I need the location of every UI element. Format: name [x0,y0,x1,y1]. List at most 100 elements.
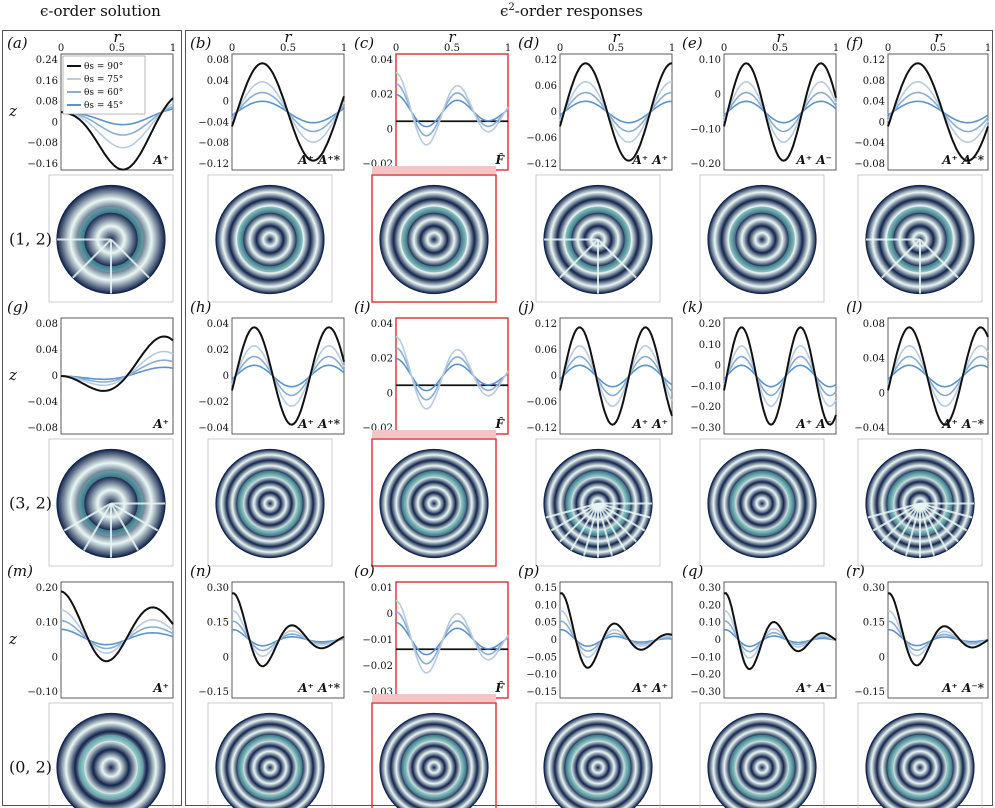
nodal-line [919,503,948,551]
panel-letter: (a) [7,34,28,52]
disk-frame [699,438,825,567]
y-tick-label: 0 [387,609,393,620]
series-line [723,628,837,648]
x-tick-label: 0 [58,43,64,54]
y-tick-label: −0.08 [27,423,58,434]
y-tick-label: 0.12 [863,55,885,66]
panel-annotation: A⁺ A⁻* [941,417,984,431]
panel-letter: (j) [518,298,535,316]
mode-label: (0, 2) [9,758,52,777]
series-line [887,344,989,408]
highlight-strip [372,430,496,438]
panel-annotation: A⁺ [152,153,169,167]
panel-letter: (l) [846,298,863,316]
header-epsilon-order: ϵ-order solution [40,2,161,20]
mode-disk [56,712,166,808]
series-line [559,364,673,388]
x-tick-label: 0 [885,43,891,54]
x-tick-label: 0 [721,43,727,54]
series-line [61,359,174,383]
y-tick-label: −0.06 [526,133,557,144]
panel-letter: (k) [682,298,703,316]
series-line [60,628,174,646]
series-line [887,326,989,426]
axes-box [231,317,345,435]
panel-f: (f) 0 0.5 1 r 0.12 0.08 0.04 0 −0.04 −0.08 A⁺ A⁻* [846,28,991,303]
y-tick-label: −0.04 [198,423,229,434]
axes-box [395,581,509,699]
nodal-line [559,502,599,543]
x-axis-label: r [934,28,942,46]
x-tick-label: 0.5 [772,43,788,54]
y-tick-label: 0.08 [863,76,885,87]
panel-r: (r) 0.30 0.15 0 −0.15 A⁺ A⁻* [846,562,989,808]
y-tick-label: 0.08 [36,97,58,108]
series-line [559,355,673,397]
nodal-line [83,503,112,551]
mode-disk [215,184,325,295]
y-tick-label: 0.08 [863,319,885,330]
y-tick-label: −0.02 [362,159,393,170]
nodal-line [110,503,139,551]
disk-frame [699,174,825,303]
y-tick-label: 0 [551,635,557,646]
series-line [60,609,174,654]
series-line [559,100,673,124]
series-line [887,355,989,397]
legend-entry: θs = 45° [84,101,123,111]
y-tick-label: −0.16 [27,159,58,170]
panel-p: (p) 0.15 0.10 0.05 0 −0.05 −0.10 −0.15 A⁺ A⁺ [518,562,673,808]
panel-annotation: F̂ [494,416,505,431]
nodal-line [550,502,599,532]
y-tick-label: 0.06 [535,345,557,356]
disk-frame [857,702,983,808]
panel-l: (l)0.08 0.04 0 −0.04 A⁺ A⁻* [846,298,989,567]
y-tick-label: −0.20 [690,670,721,681]
panel-letter: (r) [846,562,865,580]
y-tick-label: −0.20 [690,402,721,413]
series-line [559,592,673,669]
series-line [61,366,174,381]
disk-frame [699,702,825,808]
panel-annotation: A⁺ A⁺* [297,417,340,431]
panel-letter: (m) [7,562,33,580]
panel-o: (o) 0.01 0 −0.01 −0.02 −0.03 F̂ [354,562,509,808]
y-tick-label: −0.08 [198,138,229,149]
mode-disk [215,712,325,808]
y-tick-label: 0.15 [863,618,885,629]
y-tick-label: −0.15 [198,687,229,698]
series-line [231,592,345,668]
panel-annotation: A⁺ A⁻ [796,153,832,167]
y-tick-label: −0.01 [362,635,393,646]
mode-label: (3, 2) [9,494,52,513]
series-line [395,93,509,128]
y-tick-label: 0.20 [699,319,721,330]
nodal-line [110,238,150,279]
disk-frame [857,438,983,567]
panel-b: (b) 0 0.5 1 r 0.08 0.04 0 −0.04 −0.08 −0.12 A⁺ A⁺* [190,28,347,303]
series-line [559,326,673,426]
y-tick-label: 0.10 [535,600,557,611]
y-tick-label: 0.20 [36,583,58,594]
y-tick-label: 0 [715,90,721,101]
series-line [395,71,509,146]
series-line [887,100,989,124]
panel-letter: (o) [354,562,375,580]
y-tick-label: 0.12 [535,319,557,330]
panel-annotation: A⁺ A⁺ [632,681,668,695]
y-tick-label: 0.01 [371,583,393,594]
panel-letter: (q) [682,562,703,580]
series-line [60,105,174,136]
y-tick-label: 0 [879,117,885,128]
y-tick-label: 0 [551,371,557,382]
highlight-frame [371,438,497,567]
panel-h: (h) 0.04 0.02 0 −0.02 −0.04 A⁺ A⁺* [190,298,345,567]
disk-frame [48,174,174,303]
mode-disk [707,712,817,808]
x-axis-label: r [776,28,784,46]
y-tick-label: 0 [715,635,721,646]
y-tick-label: 0 [715,361,721,372]
y-tick-label: 0.08 [36,319,58,330]
x-tick-label: 1 [505,43,511,54]
y-tick-label: 0 [387,124,393,135]
